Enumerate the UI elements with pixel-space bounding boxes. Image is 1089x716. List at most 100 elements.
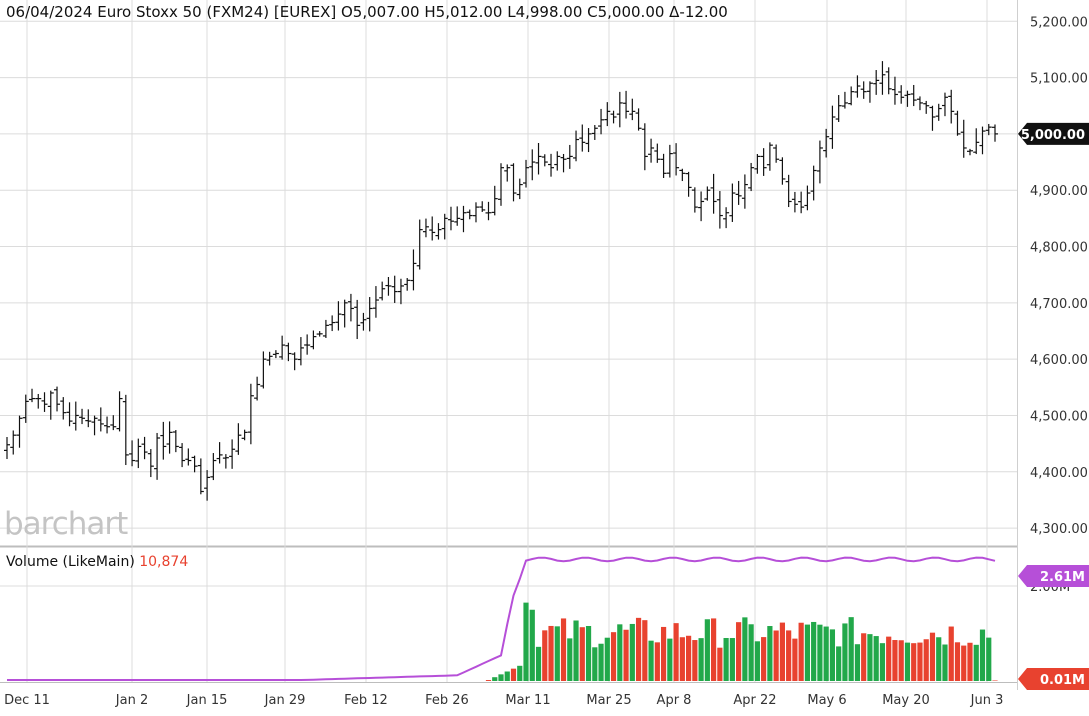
ohlc-bar [541, 154, 548, 167]
ohlc-bar [910, 84, 917, 107]
volume-bar [523, 602, 529, 681]
price-tick-label: 5,100.00 [1030, 72, 1088, 87]
volume-bar [798, 622, 804, 681]
ohlc-bar [79, 408, 86, 425]
volume-bar [742, 617, 748, 681]
volume-bar [829, 629, 836, 681]
volume-bar [729, 638, 735, 681]
volume-bar [848, 617, 854, 681]
ohlc-bar [329, 315, 336, 332]
volume-bar [673, 623, 679, 681]
volume-bar [936, 637, 942, 681]
volume-bar [867, 634, 873, 681]
ohlc-bar [210, 453, 217, 481]
ohlc-bar [654, 143, 661, 163]
volume-bar [542, 630, 548, 681]
ohlc-bar [535, 143, 542, 175]
ohlc-bar [372, 286, 379, 318]
ohlc-bar [466, 209, 473, 220]
avg-volume-badge-text: 2.61M [1040, 570, 1085, 585]
ohlc-bar [166, 421, 173, 454]
volume-bar [986, 637, 992, 681]
ohlc-bar [573, 130, 580, 162]
ohlc-bar [723, 207, 730, 229]
ohlc-bar [429, 216, 436, 241]
volume-bar [948, 626, 954, 681]
ohlc-bar [354, 299, 361, 340]
time-tick-label: Apr 22 [733, 693, 776, 708]
ohlc-bar [16, 415, 23, 448]
ohlc-bar [222, 454, 229, 469]
volume-bar [554, 626, 560, 681]
price-tick-label: 4,900.00 [1030, 184, 1088, 199]
ohlc-bar [498, 163, 504, 206]
ohlc-bar [147, 449, 154, 478]
ohlc-bar [341, 299, 348, 328]
ohlc-bar [110, 415, 117, 431]
ohlc-bar [879, 61, 886, 95]
volume-bar [660, 626, 667, 681]
ohlc-bar [154, 432, 161, 480]
ohlc-bar [241, 429, 248, 441]
volume-bar [635, 617, 642, 681]
ohlc-bar [291, 352, 298, 371]
volume-bar [879, 643, 886, 681]
volume-bar [517, 665, 523, 681]
volume-bar [623, 629, 629, 681]
volume-value: 10,874 [139, 554, 189, 570]
ohlc-bar [992, 124, 998, 142]
ohlc-bar [322, 319, 329, 338]
volume-bar [804, 624, 811, 681]
ohlc-bar [304, 334, 311, 355]
volume-bar [979, 629, 986, 681]
ohlc-bar [397, 278, 404, 305]
price-bars [4, 61, 998, 501]
volume-bar [698, 638, 704, 681]
time-tick-label: Jan 15 [186, 693, 228, 708]
volume-bar [642, 620, 648, 681]
volume-bar [598, 643, 604, 681]
ohlc-bar [560, 153, 567, 173]
ohlc-bar [585, 128, 592, 153]
time-tick-label: May 6 [807, 693, 846, 708]
ohlc-bar [954, 110, 961, 136]
volume-bar [961, 645, 967, 681]
time-tick-label: Dec 11 [4, 693, 50, 708]
ohlc-bar [973, 128, 980, 155]
ohlc-bar [729, 183, 736, 222]
ohlc-bar [935, 103, 942, 121]
time-tick-label: Mar 25 [586, 693, 631, 708]
ohlc-bar [447, 206, 454, 231]
volume-bar [786, 630, 792, 681]
volume-bar [767, 626, 773, 681]
ohlc-bar [898, 85, 905, 104]
time-tick-label: Feb 12 [344, 693, 388, 708]
volume-bar [679, 637, 685, 681]
barchart-logo: barchart [4, 506, 128, 542]
ohlc-bar [754, 154, 761, 174]
ohlc-bar [873, 70, 880, 95]
ohlc-bar [985, 123, 992, 136]
ohlc-bar [29, 388, 36, 403]
ohlc-bar [404, 277, 411, 291]
price-tick-label: 4,700.00 [1030, 297, 1088, 312]
price-tick-label: 4,300.00 [1030, 522, 1088, 537]
ohlc-bar [798, 191, 805, 214]
ohlc-bar [960, 119, 967, 158]
ohlc-bar [948, 89, 955, 124]
volume-bar [685, 635, 692, 681]
ohlc-bar [379, 281, 386, 301]
ohlc-bar [160, 421, 167, 460]
ohlc-bar [47, 390, 54, 420]
ohlc-bar [648, 138, 655, 163]
ohlc-bar [216, 442, 223, 464]
ohlc-bar [548, 153, 555, 177]
time-tick-label: Apr 8 [657, 693, 692, 708]
ohlc-bar [385, 277, 392, 296]
ohlc-bar [979, 126, 986, 155]
time-tick-label: Feb 26 [425, 693, 469, 708]
ohlc-bar [266, 351, 273, 366]
volume-bar [792, 638, 798, 681]
time-tick-label: Jun 3 [970, 693, 1004, 708]
ohlc-bar [297, 337, 304, 366]
